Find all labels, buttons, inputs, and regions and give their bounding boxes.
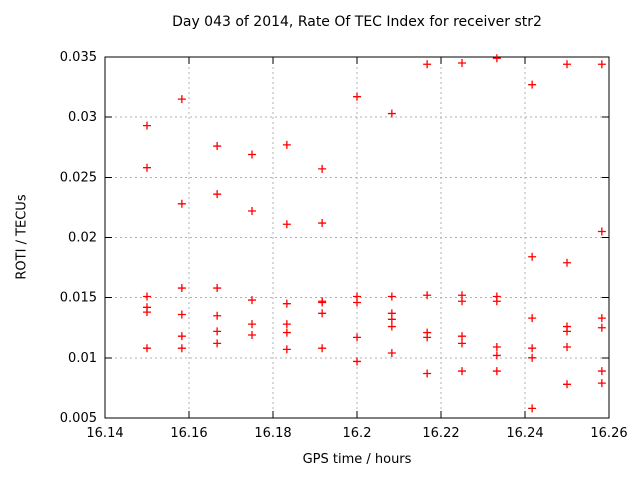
data-point (318, 309, 327, 318)
data-point (563, 380, 571, 389)
plot-border (104, 56, 610, 419)
data-point (597, 314, 606, 323)
data-point (492, 54, 501, 63)
data-point (213, 142, 222, 151)
y-tick-label: 0.015 (60, 291, 97, 306)
data-point (528, 404, 537, 413)
data-point (458, 297, 466, 306)
data-point (528, 80, 537, 89)
data-point (353, 92, 361, 101)
data-point (213, 284, 222, 293)
data-point (423, 369, 432, 378)
data-point (387, 349, 396, 358)
data-point (318, 219, 327, 228)
x-tick-label: 16.22 (422, 426, 459, 441)
data-point (492, 367, 501, 376)
data-point (248, 207, 256, 216)
data-point (492, 297, 501, 306)
data-point (563, 60, 571, 69)
data-point (143, 292, 151, 301)
y-tick-label: 0.01 (68, 351, 97, 366)
data-point (213, 327, 222, 336)
data-point (213, 190, 222, 199)
y-tick-label: 0.025 (60, 170, 97, 185)
data-point (423, 333, 432, 342)
data-point (143, 344, 151, 353)
chart-title: Day 043 of 2014, Rate Of TEC Index for r… (172, 14, 542, 30)
data-point (143, 163, 151, 172)
x-tick-label: 16.16 (170, 426, 207, 441)
data-point (563, 343, 571, 352)
data-point (282, 328, 291, 337)
data-point (563, 327, 571, 336)
data-point (458, 339, 466, 348)
data-point (177, 199, 186, 208)
data-point (248, 296, 256, 305)
data-point (458, 332, 466, 341)
data-point (492, 343, 501, 352)
x-tick-label: 16.14 (86, 426, 123, 441)
data-point (318, 164, 327, 173)
data-point (597, 60, 606, 69)
data-point (492, 351, 501, 360)
data-point (318, 298, 327, 307)
data-point (353, 298, 361, 307)
data-point (387, 315, 396, 324)
data-point (353, 333, 361, 342)
data-point (528, 314, 537, 323)
data-point (282, 345, 291, 354)
data-point (387, 322, 396, 331)
data-point (423, 60, 432, 69)
data-point (387, 109, 396, 118)
data-point (458, 367, 466, 376)
data-point (177, 284, 186, 293)
data-point (213, 311, 222, 320)
data-point (353, 357, 361, 366)
data-point (528, 252, 537, 261)
y-tick-label: 0.03 (68, 110, 97, 125)
data-point (597, 227, 606, 236)
data-point (563, 258, 571, 267)
data-point (387, 292, 396, 301)
data-point (458, 59, 466, 68)
data-point (177, 95, 186, 104)
data-point (528, 353, 537, 362)
data-point (248, 150, 256, 159)
x-tick-label: 16.2 (343, 426, 372, 441)
data-point (597, 323, 606, 332)
data-point (597, 367, 606, 376)
data-point (597, 379, 606, 388)
data-point (213, 339, 222, 348)
y-tick-label: 0.02 (68, 231, 97, 246)
data-point (143, 121, 151, 130)
y-tick-label: 0.035 (60, 50, 97, 65)
x-tick-label: 16.24 (506, 426, 543, 441)
data-point (143, 308, 151, 317)
data-point (248, 330, 256, 339)
data-point (282, 220, 291, 229)
data-point (282, 140, 291, 149)
data-point (248, 320, 256, 329)
data-point (318, 344, 327, 353)
x-tick-label: 16.26 (590, 426, 627, 441)
y-tick-label: 0.005 (60, 411, 97, 426)
data-point (177, 310, 186, 319)
data-point (423, 291, 432, 300)
data-point (177, 332, 186, 341)
data-point (282, 320, 291, 329)
x-tick-label: 16.18 (254, 426, 291, 441)
data-point (177, 344, 186, 353)
x-axis-label: GPS time / hours (302, 452, 412, 467)
data-point (282, 299, 291, 308)
data-point (528, 344, 537, 353)
